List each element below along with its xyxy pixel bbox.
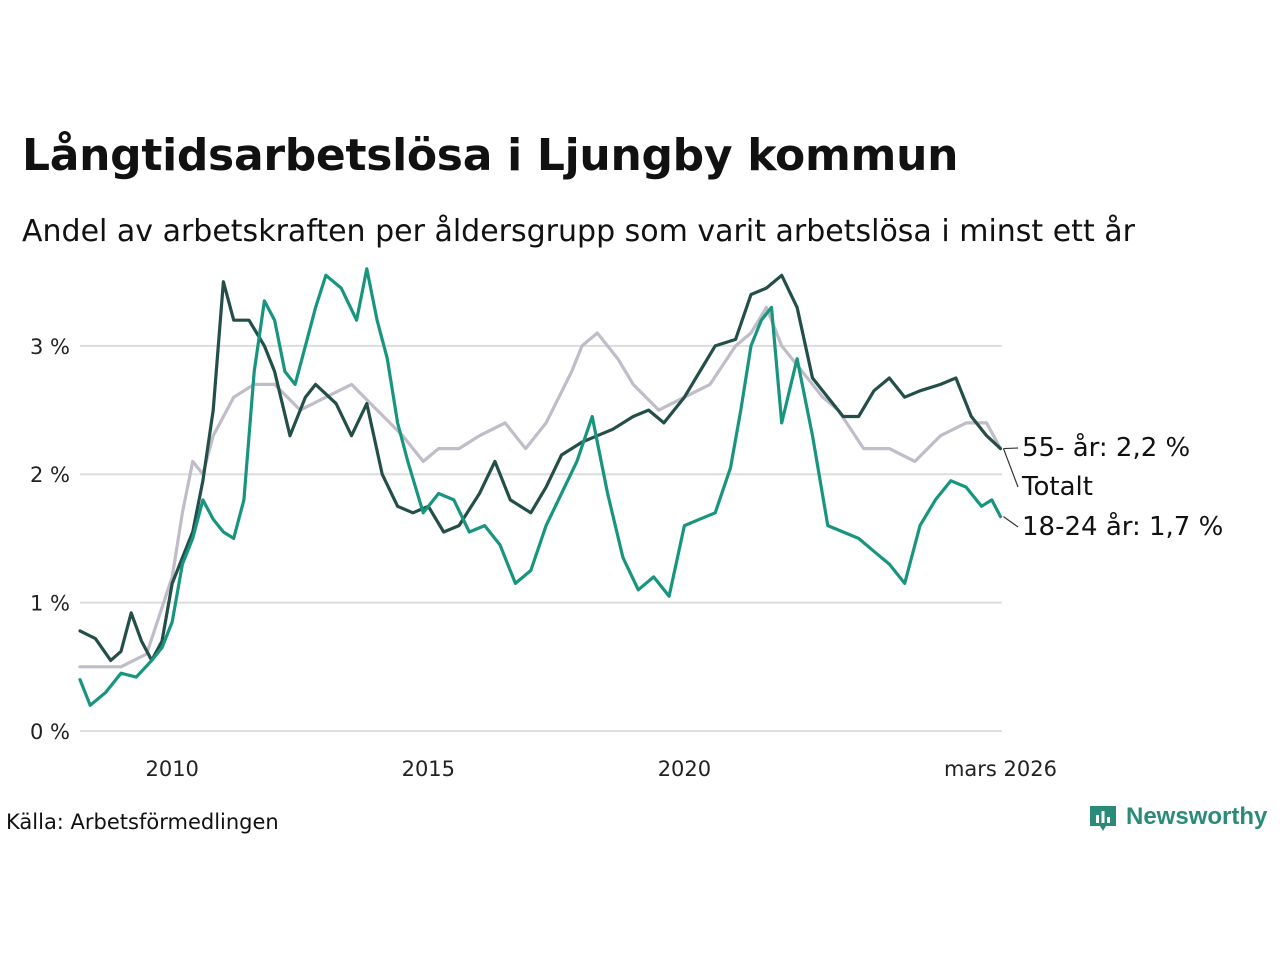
y-tick-label: 1 % (30, 592, 70, 616)
x-tick-label: 2010 (145, 757, 198, 781)
x-tick-label: 2020 (658, 757, 711, 781)
source-note: Källa: Arbetsförmedlingen (6, 810, 279, 834)
chart-subtitle: Andel av arbetskraften per åldersgrupp s… (22, 214, 1135, 249)
series-line-18-24 (78, 267, 1003, 707)
series-line-Totalt (78, 273, 1003, 663)
brand-logo: Newsworthy (1088, 802, 1267, 832)
y-tick-label: 0 % (30, 720, 70, 744)
x-tick-label: mars 2026 (944, 757, 1057, 781)
bar-chart-logo-icon (1090, 806, 1116, 831)
end-label-18-24: 18-24 år: 1,7 % (1022, 511, 1223, 542)
brand-name: Newsworthy (1126, 803, 1268, 830)
end-label-leader (1002, 448, 1019, 488)
chart-title: Långtidsarbetslösa i Ljungby kommun (22, 130, 959, 181)
end-label-55-: 55- år: 2,2 % (1022, 432, 1190, 463)
end-label-leader (1003, 447, 1019, 450)
x-tick-label: 2015 (402, 757, 455, 781)
end-label-Totalt: Totalt (1021, 472, 1093, 502)
y-tick-label: 3 % (30, 335, 70, 359)
y-tick-label: 2 % (30, 463, 70, 487)
end-label-leader (1003, 516, 1019, 528)
